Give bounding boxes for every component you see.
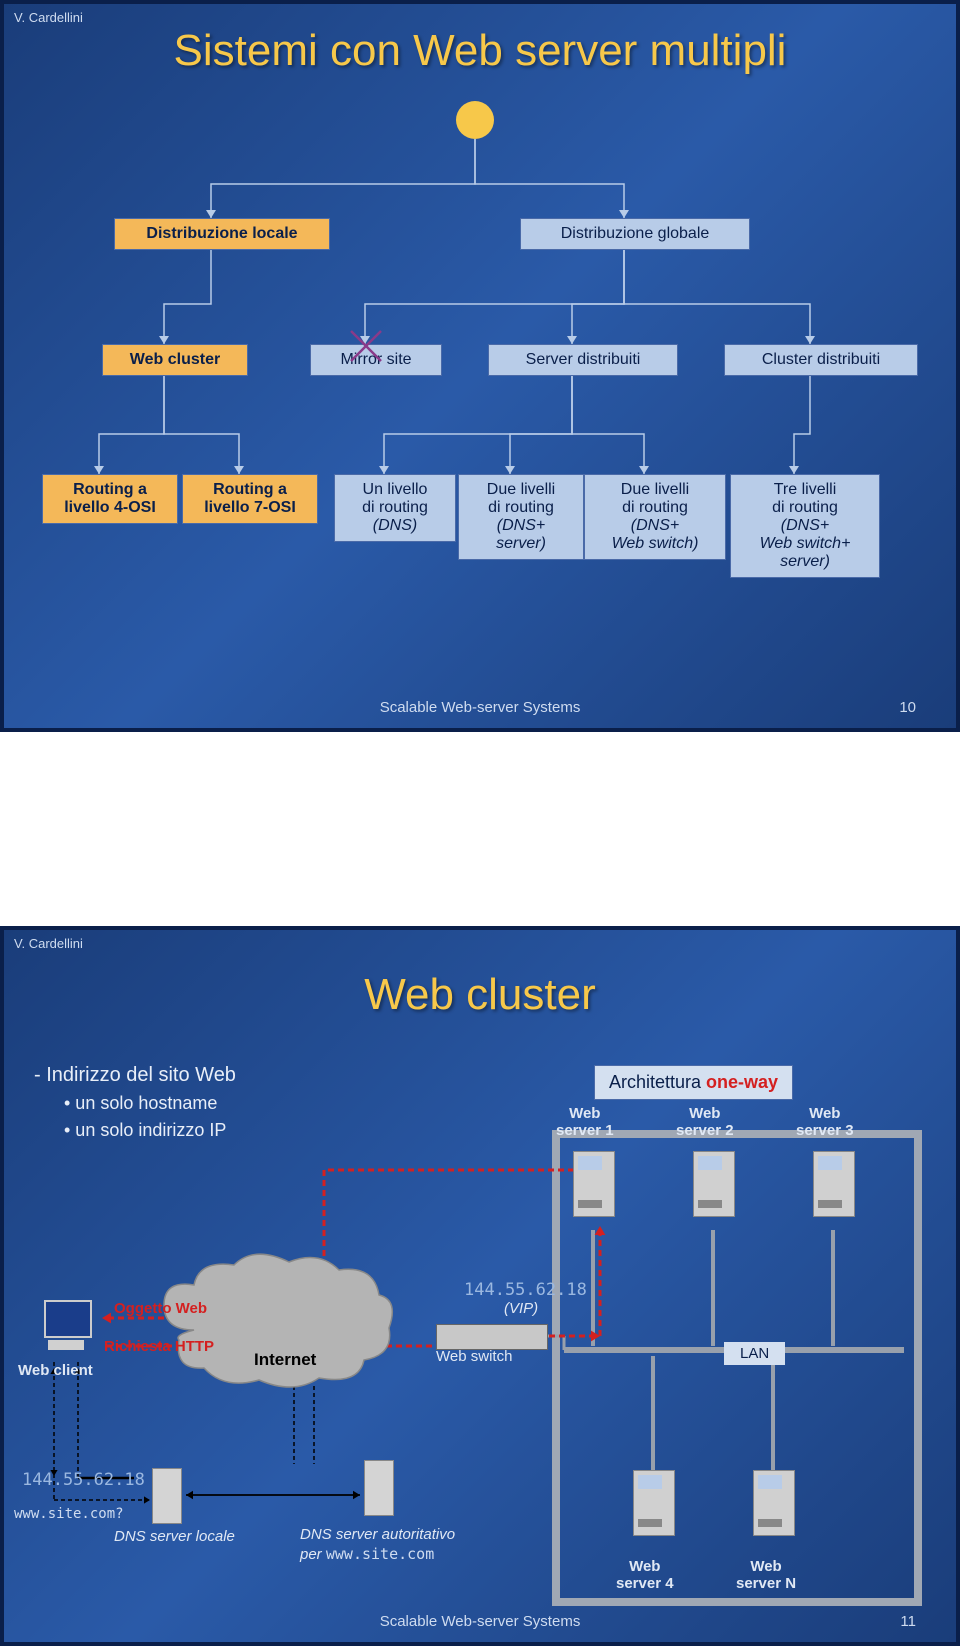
node-dns3: Due livellidi routing(DNS+Web switch) (584, 474, 726, 560)
dns-site: www.site.com? (14, 1506, 124, 1522)
tower-body-icon (364, 1460, 394, 1516)
node-r4osi: Routing alivello 4-OSI (42, 474, 178, 524)
slide2-title: Web cluster (4, 970, 956, 1020)
internet-cloud (144, 1250, 404, 1400)
vip-label: (VIP) (504, 1300, 538, 1317)
author-label: V. Cardellini (14, 10, 83, 25)
server-icon-4 (744, 1470, 802, 1548)
keyboard-icon (48, 1340, 84, 1350)
slide1-title: Sistemi con Web server multipli (4, 26, 956, 76)
server-icon-2 (804, 1151, 862, 1229)
node-dns4: Tre livellidi routing(DNS+Web switch+ser… (730, 474, 880, 578)
web-switch (436, 1324, 548, 1350)
dns-local-label: DNS server locale (114, 1528, 235, 1545)
richiesta-label: Richiesta HTTP (104, 1338, 214, 1355)
footer-1: Scalable Web-server Systems (4, 699, 956, 716)
monitor-icon (44, 1300, 92, 1338)
server-label-0: Webserver 1 (556, 1105, 614, 1139)
bullet-sub2: • un solo indirizzo IP (64, 1117, 236, 1144)
server-label-2: Webserver 3 (796, 1105, 854, 1139)
dns-auth-label2: per www.site.com (300, 1545, 434, 1563)
server-icon-3 (624, 1470, 682, 1548)
server-icon-1 (684, 1151, 742, 1229)
node-server_dist: Server distribuiti (488, 344, 678, 376)
lan-box: LAN (724, 1342, 785, 1365)
dns-auth-tower (364, 1460, 398, 1520)
client-label: Web client (18, 1362, 93, 1379)
server-label-3: Webserver 4 (616, 1558, 674, 1592)
web-client (26, 1300, 106, 1360)
node-dist_globale: Distribuzione globale (520, 218, 750, 250)
author-label-2: V. Cardellini (14, 936, 83, 951)
internet-label: Internet (254, 1350, 316, 1370)
arch-prefix: Architettura (609, 1072, 706, 1092)
node-web_cluster: Web cluster (102, 344, 248, 376)
slide-1: V. Cardellini Sistemi con Web server mul… (0, 0, 960, 732)
server-label-1: Webserver 2 (676, 1105, 734, 1139)
bullet-sub1: • un solo hostname (64, 1090, 236, 1117)
server-label-4: Webserver N (736, 1558, 796, 1592)
footer-2: Scalable Web-server Systems (4, 1613, 956, 1630)
tower-body-icon (152, 1468, 182, 1524)
root-circle (456, 101, 494, 139)
node-dns2: Due livellidi routing(DNS+server) (458, 474, 584, 560)
bullet-area: - Indirizzo del sito Web • un solo hostn… (34, 1060, 236, 1144)
page-1: 10 (899, 699, 916, 716)
architecture-box: Architettura one-way (594, 1065, 793, 1100)
gap (0, 732, 960, 926)
dns-ip: 144.55.62.18 (22, 1470, 145, 1490)
node-cluster_dist: Cluster distribuiti (724, 344, 918, 376)
dns-local-tower (152, 1468, 186, 1528)
slide-2: V. Cardellini Web cluster - Indirizzo de… (0, 926, 960, 1646)
x-mark (349, 329, 383, 368)
node-r7osi: Routing alivello 7-OSI (182, 474, 318, 524)
bullet-main: - Indirizzo del sito Web (34, 1060, 236, 1090)
node-dns1: Un livellodi routing(DNS) (334, 474, 456, 542)
oggetto-label: Oggetto Web (114, 1300, 207, 1317)
vip-ip: 144.55.62.18 (464, 1280, 587, 1300)
page-2: 11 (900, 1613, 916, 1630)
arch-red: one-way (706, 1072, 778, 1092)
dns-auth-label: DNS server autoritativo (300, 1526, 455, 1543)
node-dist_locale: Distribuzione locale (114, 218, 330, 250)
webswitch-label: Web switch (436, 1348, 512, 1365)
server-icon-0 (564, 1151, 622, 1229)
